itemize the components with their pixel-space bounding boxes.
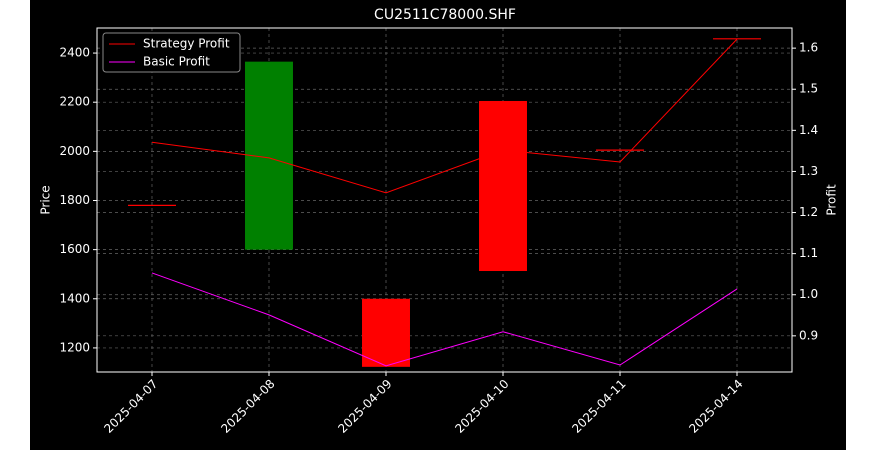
legend-label: Basic Profit [143,55,210,69]
y2-tick-label: 0.9 [799,328,818,342]
y2-tick-label: 1.1 [799,246,818,260]
y2-axis-label: Profit [825,184,839,216]
line-series [151,272,738,367]
y-tick-label: 2000 [59,144,90,158]
y2-tick-label: 1.3 [799,164,818,178]
y-axis-label: Price [39,185,53,214]
y2-tick-label: 1.2 [799,205,818,219]
candle [362,298,410,367]
figure-background [30,0,846,450]
y-tick-label: 2400 [59,46,90,60]
y2-tick-label: 1.5 [799,82,818,96]
plot-frame [96,27,793,373]
y-tick-label: 1200 [59,340,90,354]
y2-tick-label: 1.4 [799,123,818,137]
y-tick-label: 1600 [59,242,90,256]
y-tick-label: 1800 [59,193,90,207]
legend-box [102,32,241,73]
y-tick-label: 2200 [59,95,90,109]
y2-tick-label: 1.6 [799,41,818,55]
candle [479,100,527,272]
y-tick-label: 1400 [59,291,90,305]
chart-title: CU2511C78000.SHF [374,7,516,23]
legend-label: Strategy Profit [143,37,230,51]
line-series [151,38,738,194]
y2-tick-label: 1.0 [799,287,818,301]
